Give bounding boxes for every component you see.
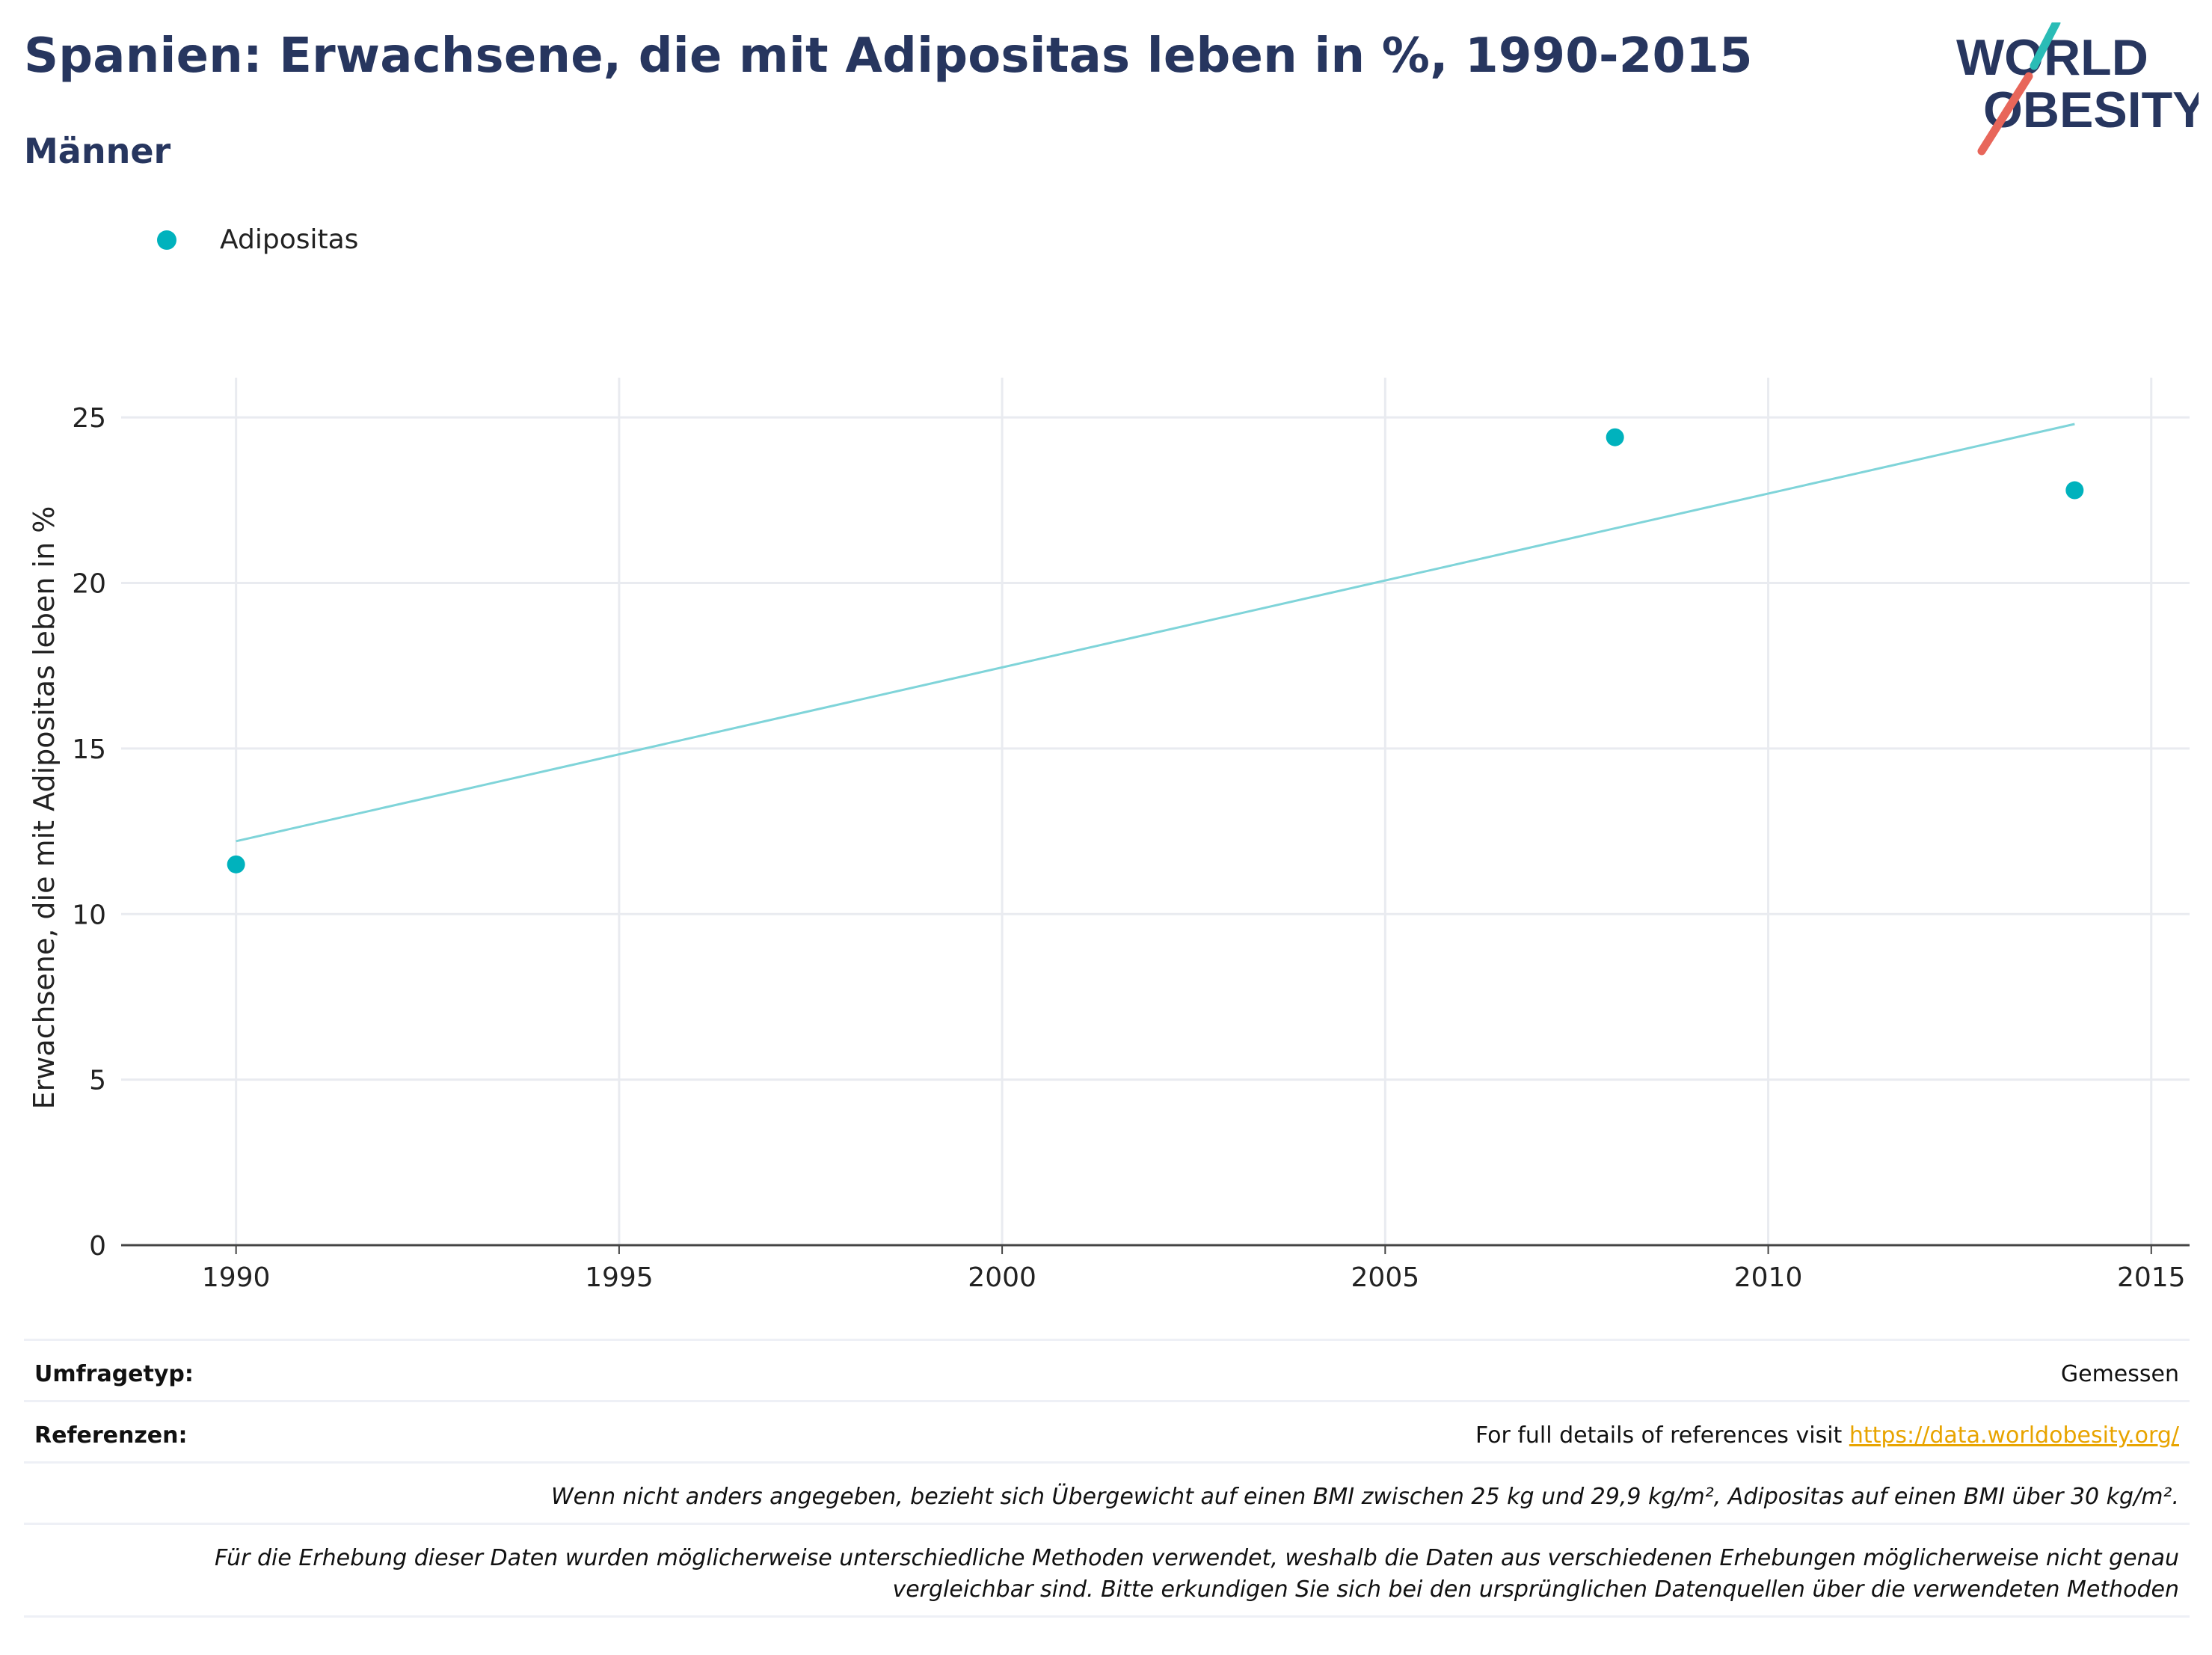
legend-label: Adipositas — [220, 224, 359, 255]
trend-layer — [236, 423, 2075, 843]
methods-note-line2: vergleichbar sind. Bitte erkundigen Sie … — [892, 1576, 2179, 1603]
legend-marker-icon — [157, 230, 176, 250]
survey-type-row: Umfragetyp: Gemessen — [24, 1339, 2190, 1402]
bmi-definition-note: Wenn nicht anders angegeben, bezieht sic… — [550, 1484, 2179, 1510]
info-table-bottom-border — [24, 1615, 2190, 1618]
references-text: For full details of references visit — [1475, 1422, 1849, 1449]
survey-type-value: Gemessen — [2060, 1361, 2179, 1387]
survey-type-label: Umfragetyp: — [34, 1361, 194, 1387]
data-point — [1606, 428, 1624, 446]
y-tick-label: 10 — [72, 900, 106, 930]
y-tick-label: 25 — [72, 403, 106, 434]
axis-layer: 1990 1995 2000 2005 2010 2015 0 5 10 15 20 25 — [72, 403, 2190, 1293]
references-row: Referenzen: For full details of referenc… — [24, 1400, 2190, 1464]
x-tick-label: 2010 — [1734, 1262, 1803, 1293]
scatter-chart: 1990 1995 2000 2005 2010 2015 0 5 10 15 20 25 Erwac… — [28, 378, 2190, 1293]
methods-note-line1: Für die Erhebung dieser Daten wurden mög… — [215, 1545, 2179, 1571]
data-point — [227, 855, 245, 873]
page-subtitle: Männer — [24, 131, 171, 171]
grid-layer — [121, 378, 2190, 1245]
logo-slash-red — [1977, 72, 2033, 156]
references-value: For full details of references visit htt… — [1475, 1422, 2179, 1449]
point-layer — [227, 428, 2084, 873]
y-tick-label: 15 — [72, 734, 106, 765]
x-tick-label: 1990 — [202, 1262, 271, 1293]
world-obesity-logo: WORLD OBESITY — [1956, 22, 2199, 156]
references-link[interactable]: https://data.worldobesity.org/ — [1849, 1422, 2179, 1449]
x-tick-label: 2015 — [2117, 1262, 2186, 1293]
logo-slash-teal — [2030, 22, 2061, 70]
chart-legend[interactable]: Adipositas — [157, 224, 358, 255]
note-row-1: Wenn nicht anders angegeben, bezieht sic… — [24, 1461, 2190, 1525]
x-tick-label: 2005 — [1351, 1262, 1420, 1293]
references-label: Referenzen: — [34, 1422, 188, 1449]
y-axis-label: Erwachsene, die mit Adipositas leben in … — [28, 506, 61, 1110]
y-tick-label: 5 — [89, 1066, 106, 1096]
methods-note: Für die Erhebung dieser Daten wurden mög… — [215, 1543, 2179, 1606]
y-tick-label: 0 — [89, 1231, 106, 1262]
note-row-2: Für die Erhebung dieser Daten wurden mög… — [24, 1523, 2190, 1618]
y-tick-label: 20 — [72, 569, 106, 600]
x-tick-label: 1995 — [585, 1262, 654, 1293]
trendline — [236, 423, 2075, 843]
page-title: Spanien: Erwachsene, die mit Adipositas … — [24, 28, 1753, 84]
info-table: Umfragetyp: Gemessen Referenzen: For ful… — [24, 1339, 2190, 1653]
x-tick-label: 2000 — [968, 1262, 1036, 1293]
data-point — [2065, 481, 2084, 500]
